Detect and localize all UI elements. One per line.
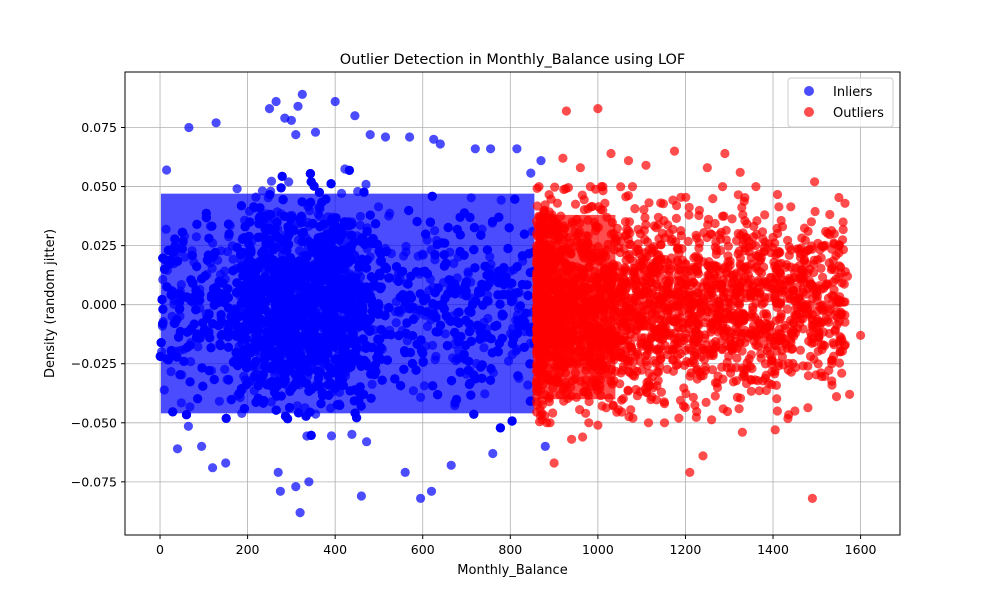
inlier-point xyxy=(276,183,286,193)
inlier-point xyxy=(526,168,536,178)
inlier-point xyxy=(326,431,337,441)
inlier-point xyxy=(306,430,316,440)
inlier-point xyxy=(507,416,517,426)
inlier-point xyxy=(284,177,294,187)
inlier-point xyxy=(266,176,277,186)
inlier-point xyxy=(326,179,336,189)
inlier-point xyxy=(257,186,267,196)
inlier-point xyxy=(232,184,242,194)
inlier-point xyxy=(183,421,193,431)
inlier-point xyxy=(277,171,287,181)
inlier-point xyxy=(361,179,371,189)
inlier-point xyxy=(347,429,357,439)
inlier-point xyxy=(306,177,316,187)
inlier-point xyxy=(344,165,354,175)
inliers-series xyxy=(155,89,550,518)
data-points xyxy=(155,89,866,518)
inlier-point xyxy=(362,437,372,447)
inlier-point xyxy=(221,413,231,423)
inlier-point xyxy=(495,423,505,433)
